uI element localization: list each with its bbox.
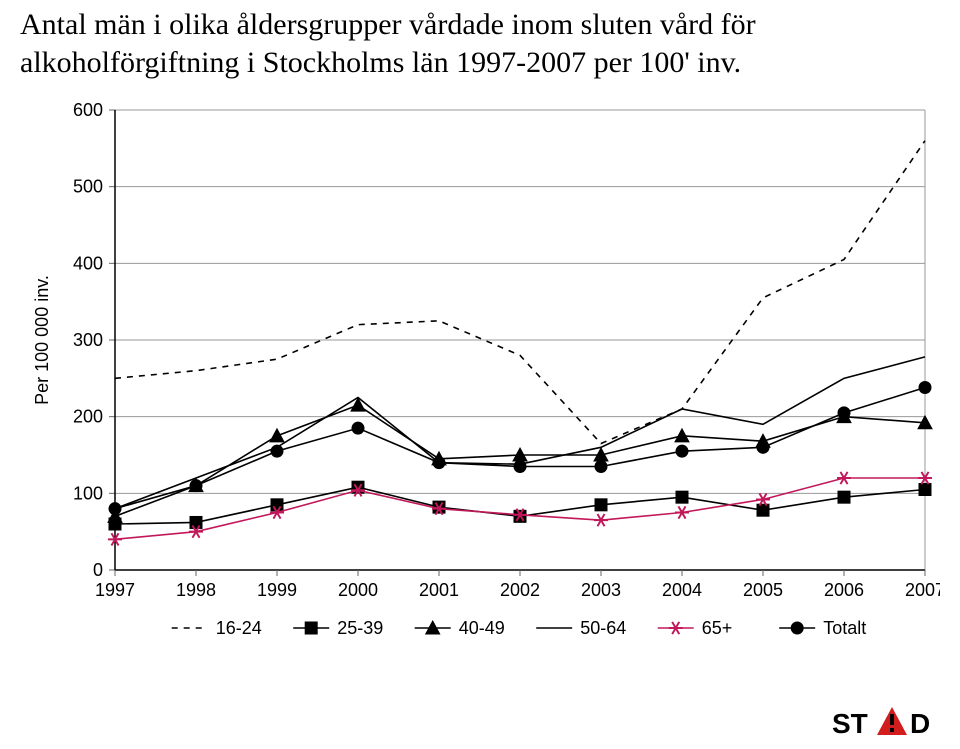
title-line-2: alkoholförgiftning i Stockholms län 1997…: [20, 46, 741, 79]
svg-text:16-24: 16-24: [216, 618, 262, 638]
chart-area: 0 100 200 300 400 500 600 1997 1998 1999 2000 2001 2…: [20, 100, 940, 660]
svg-text:100: 100: [73, 483, 103, 503]
svg-text:2003: 2003: [581, 580, 621, 600]
svg-text:40-49: 40-49: [459, 618, 505, 638]
svg-text:300: 300: [73, 330, 103, 350]
svg-text:2005: 2005: [743, 580, 783, 600]
svg-text:Totalt: Totalt: [823, 618, 866, 638]
svg-text:1999: 1999: [257, 580, 297, 600]
svg-text:200: 200: [73, 407, 103, 427]
logo-triangle-icon: [877, 707, 907, 735]
line-chart: 0 100 200 300 400 500 600 1997 1998 1999 2000 2001 2…: [20, 100, 940, 660]
stad-logo: ST D: [832, 705, 942, 741]
svg-text:50-64: 50-64: [580, 618, 626, 638]
svg-text:2004: 2004: [662, 580, 702, 600]
logo-st: ST: [832, 708, 868, 739]
svg-text:500: 500: [73, 177, 103, 197]
svg-text:0: 0: [93, 560, 103, 580]
logo-d: D: [910, 708, 930, 739]
svg-text:2007: 2007: [905, 580, 940, 600]
chart-title: Antal män i olika åldersgrupper vårdade …: [20, 6, 940, 81]
svg-text:1997: 1997: [95, 580, 135, 600]
svg-text:2001: 2001: [419, 580, 459, 600]
svg-text:400: 400: [73, 253, 103, 273]
svg-text:Per 100 000 inv.: Per 100 000 inv.: [32, 275, 52, 405]
svg-text:65+: 65+: [702, 618, 733, 638]
title-line-1: Antal män i olika åldersgrupper vårdade …: [20, 8, 756, 41]
svg-text:2006: 2006: [824, 580, 864, 600]
svg-text:25-39: 25-39: [337, 618, 383, 638]
svg-text:600: 600: [73, 100, 103, 120]
svg-text:2000: 2000: [338, 580, 378, 600]
svg-text:1998: 1998: [176, 580, 216, 600]
svg-text:2002: 2002: [500, 580, 540, 600]
